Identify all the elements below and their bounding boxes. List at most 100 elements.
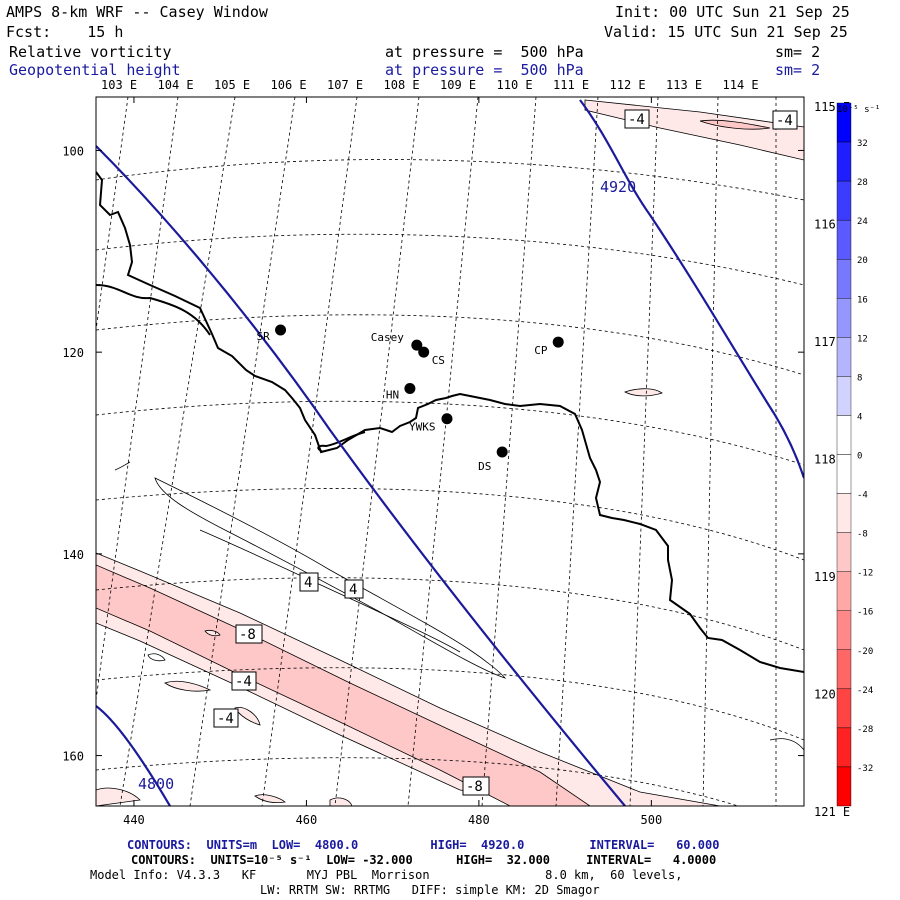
colorbar-swatch bbox=[836, 259, 852, 299]
colorbar-swatch bbox=[836, 454, 852, 494]
colorbar-swatch bbox=[836, 688, 852, 729]
colorbar-level-label: 4 bbox=[857, 412, 862, 422]
colorbar-swatch bbox=[836, 610, 852, 650]
y-tick-label: 160 bbox=[62, 750, 84, 764]
field1-smoothing: sm= 2 bbox=[775, 43, 821, 61]
station-marker bbox=[275, 324, 287, 336]
colorbar-level-label: -16 bbox=[857, 608, 873, 618]
vort-label-pos-1: 4 bbox=[304, 575, 312, 591]
coastline bbox=[96, 171, 804, 673]
colorbar-level-label: -32 bbox=[857, 764, 873, 774]
colorbar-level-label: 20 bbox=[857, 256, 868, 266]
colorbar-level-label: 24 bbox=[857, 217, 868, 227]
vort-label-neg8-2: -8 bbox=[466, 779, 483, 795]
x-tick-label: 460 bbox=[296, 813, 318, 827]
colorbar-swatch bbox=[836, 766, 852, 807]
colorbar-level-label: -12 bbox=[857, 569, 873, 579]
colorbar-level-label: 0 bbox=[857, 452, 862, 462]
longitude-label: 103 E bbox=[101, 78, 137, 92]
x-tick-label: 480 bbox=[468, 813, 490, 827]
longitude-label: 105 E bbox=[214, 78, 250, 92]
station-marker bbox=[404, 382, 416, 394]
vort-label-neg8-1: -8 bbox=[239, 627, 256, 643]
colorbar-level-label: 32 bbox=[857, 139, 868, 149]
vort-label-neg4-1: -4 bbox=[235, 674, 252, 690]
colorbar-swatch bbox=[836, 337, 852, 377]
station-label: Casey bbox=[371, 331, 404, 344]
model-title: AMPS 8-km WRF -- Casey Window bbox=[6, 3, 268, 21]
longitude-label: 109 E bbox=[440, 78, 476, 92]
model-info-line-1: Model Info: V4.3.3 KF MYJ PBL Morrison 8… bbox=[90, 868, 683, 882]
y-tick-label: 100 bbox=[62, 144, 84, 158]
colorbar: 32 28 24 20 16 12 8 4 0 -4 -8 -12 -16 -20 -24 -28 -32 bbox=[836, 102, 873, 807]
longitude-label: 121 E bbox=[814, 805, 850, 819]
colorbar-swatch bbox=[836, 376, 852, 416]
station-marker bbox=[496, 446, 508, 458]
station-marker bbox=[411, 339, 423, 351]
colorbar-level-label: -28 bbox=[857, 725, 873, 735]
longitude-label: 110 E bbox=[497, 78, 533, 92]
longitude-label: 107 E bbox=[327, 78, 363, 92]
height-contour-info: CONTOURS: UNITS=m LOW= 4800.0 HIGH= 4920… bbox=[127, 838, 720, 852]
colorbar-swatch bbox=[836, 571, 852, 611]
field2-smoothing: sm= 2 bbox=[775, 61, 821, 79]
station-label: CP bbox=[534, 344, 548, 357]
colorbar-level-label: 8 bbox=[857, 373, 862, 383]
colorbar-level-label: 12 bbox=[857, 334, 868, 344]
vort-label-top-1: -4 bbox=[628, 112, 645, 128]
colorbar-swatch bbox=[836, 727, 852, 768]
station-label: HN bbox=[386, 388, 399, 401]
colorbar-swatch bbox=[836, 532, 852, 572]
colorbar-units: 10⁻⁵ s⁻¹ bbox=[837, 105, 880, 115]
colorbar-level-label: -24 bbox=[857, 686, 873, 696]
colorbar-level-label: 16 bbox=[857, 295, 868, 305]
longitude-label: 114 E bbox=[723, 78, 759, 92]
y-tick-label: 140 bbox=[62, 548, 84, 562]
station-label: YWKS bbox=[409, 421, 436, 434]
longitude-lines bbox=[96, 97, 777, 806]
colorbar-level-label: -8 bbox=[857, 530, 868, 540]
longitude-labels-top: 103 E 104 E 105 E 106 E 107 E 108 E 109 E 110 E… bbox=[101, 78, 759, 92]
y-tick-label: 120 bbox=[62, 346, 84, 360]
plot-frame bbox=[95, 96, 805, 807]
colorbar-level-label: -4 bbox=[857, 491, 868, 501]
valid-time: Valid: 15 UTC Sun 21 Sep 25 bbox=[604, 23, 848, 41]
colorbar-swatch bbox=[836, 298, 852, 338]
longitude-label: 104 E bbox=[158, 78, 194, 92]
height-label-4920: 4920 bbox=[600, 178, 636, 196]
longitude-label: 113 E bbox=[666, 78, 702, 92]
height-contours bbox=[96, 99, 804, 806]
vort-label-top-2: -4 bbox=[776, 113, 793, 129]
longitude-label: 111 E bbox=[553, 78, 589, 92]
vorticity-contours bbox=[114, 461, 804, 751]
vort-label-pos-2: 4 bbox=[349, 582, 357, 598]
longitude-label: 106 E bbox=[271, 78, 307, 92]
height-label-4800: 4800 bbox=[138, 775, 174, 793]
station-label: DS bbox=[478, 460, 491, 473]
y-axis: 100 120 140 160 bbox=[62, 144, 804, 764]
init-time: Init: 00 UTC Sun 21 Sep 25 bbox=[615, 3, 850, 21]
x-axis: 440 460 480 500 bbox=[123, 97, 662, 827]
field2-name: Geopotential height bbox=[9, 61, 181, 79]
x-tick-label: 440 bbox=[123, 813, 145, 827]
model-info-line-2: LW: RRTM SW: RRTMG DIFF: simple KM: 2D S… bbox=[260, 883, 600, 897]
colorbar-swatch bbox=[836, 415, 852, 455]
field1-name: Relative vorticity bbox=[9, 43, 172, 61]
vort-label-neg4-2: -4 bbox=[217, 711, 234, 727]
colorbar-swatch bbox=[836, 649, 852, 690]
vorticity-contour-info: CONTOURS: UNITS=10⁻⁵ s⁻¹ LOW= -32.000 HI… bbox=[131, 853, 717, 867]
longitude-label: 108 E bbox=[384, 78, 420, 92]
contour-labels: 4920 4800 -4 -4 4 4 -8 -4 -4 -8 bbox=[138, 109, 798, 796]
colorbar-swatch bbox=[836, 180, 852, 221]
longitude-label: 112 E bbox=[610, 78, 646, 92]
station-marker bbox=[552, 336, 564, 348]
colorbar-level-label: 28 bbox=[857, 178, 868, 188]
station-label: CS bbox=[432, 354, 445, 367]
station-marker bbox=[418, 346, 430, 358]
x-tick-label: 500 bbox=[641, 813, 663, 827]
colorbar-swatch bbox=[836, 493, 852, 533]
latitude-lines bbox=[96, 159, 804, 806]
forecast-hour: Fcst: 15 h bbox=[6, 23, 124, 41]
station-markers: SR Casey CS HN YWKS DS CP bbox=[257, 324, 564, 473]
